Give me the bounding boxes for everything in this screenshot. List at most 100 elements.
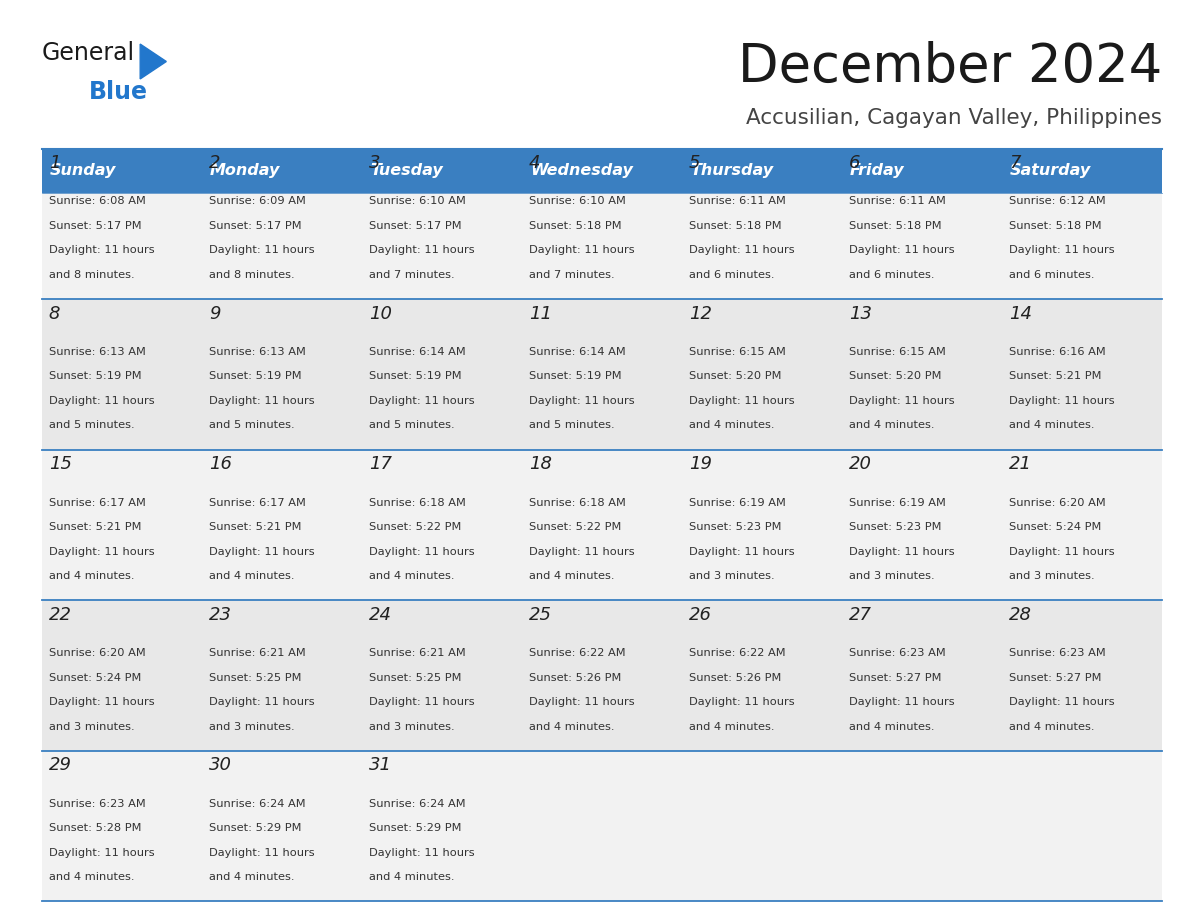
Text: Daylight: 11 hours: Daylight: 11 hours: [689, 245, 795, 255]
Bar: [202, 149, 361, 193]
Text: Sunrise: 6:21 AM: Sunrise: 6:21 AM: [368, 648, 466, 658]
Bar: [522, 450, 682, 600]
Text: Sunset: 5:17 PM: Sunset: 5:17 PM: [49, 221, 141, 231]
Text: Daylight: 11 hours: Daylight: 11 hours: [49, 396, 154, 406]
Bar: [202, 149, 361, 299]
Bar: [42, 600, 202, 751]
Text: Daylight: 11 hours: Daylight: 11 hours: [1009, 396, 1114, 406]
Text: Daylight: 11 hours: Daylight: 11 hours: [849, 245, 954, 255]
Text: Sunrise: 6:13 AM: Sunrise: 6:13 AM: [209, 347, 305, 357]
Text: Daylight: 11 hours: Daylight: 11 hours: [368, 546, 474, 556]
Text: Sunset: 5:19 PM: Sunset: 5:19 PM: [209, 372, 302, 382]
Text: and 4 minutes.: and 4 minutes.: [1009, 420, 1094, 431]
Text: Daylight: 11 hours: Daylight: 11 hours: [368, 847, 474, 857]
Bar: [361, 450, 522, 600]
Text: Daylight: 11 hours: Daylight: 11 hours: [368, 245, 474, 255]
Text: 31: 31: [368, 756, 392, 775]
Text: 26: 26: [689, 606, 712, 624]
Text: and 4 minutes.: and 4 minutes.: [689, 722, 775, 732]
Text: Daylight: 11 hours: Daylight: 11 hours: [209, 396, 315, 406]
Text: 11: 11: [529, 305, 552, 323]
Text: and 3 minutes.: and 3 minutes.: [689, 571, 775, 581]
Text: Sunrise: 6:20 AM: Sunrise: 6:20 AM: [49, 648, 145, 658]
Text: Sunset: 5:23 PM: Sunset: 5:23 PM: [849, 522, 941, 532]
Text: Sunrise: 6:11 AM: Sunrise: 6:11 AM: [849, 196, 946, 207]
Text: Daylight: 11 hours: Daylight: 11 hours: [849, 697, 954, 707]
Text: Sunset: 5:24 PM: Sunset: 5:24 PM: [1009, 522, 1101, 532]
Text: and 3 minutes.: and 3 minutes.: [209, 722, 295, 732]
Text: Sunset: 5:27 PM: Sunset: 5:27 PM: [849, 673, 941, 683]
Text: Sunset: 5:26 PM: Sunset: 5:26 PM: [529, 673, 621, 683]
Bar: [682, 450, 842, 600]
Bar: [202, 299, 361, 450]
Text: 23: 23: [209, 606, 232, 624]
Bar: [842, 751, 1001, 901]
Text: Sunset: 5:29 PM: Sunset: 5:29 PM: [368, 823, 461, 834]
Text: 10: 10: [368, 305, 392, 323]
Text: Sunset: 5:25 PM: Sunset: 5:25 PM: [368, 673, 461, 683]
Text: Sunrise: 6:23 AM: Sunrise: 6:23 AM: [49, 799, 145, 809]
Text: Sunset: 5:28 PM: Sunset: 5:28 PM: [49, 823, 141, 834]
Text: Daylight: 11 hours: Daylight: 11 hours: [689, 396, 795, 406]
Bar: [522, 149, 682, 299]
Text: and 4 minutes.: and 4 minutes.: [209, 571, 295, 581]
Text: 2: 2: [209, 154, 220, 173]
Text: and 5 minutes.: and 5 minutes.: [368, 420, 455, 431]
Text: 19: 19: [689, 455, 712, 474]
Text: Sunset: 5:22 PM: Sunset: 5:22 PM: [529, 522, 621, 532]
Text: Sunrise: 6:15 AM: Sunrise: 6:15 AM: [689, 347, 785, 357]
Text: and 4 minutes.: and 4 minutes.: [689, 420, 775, 431]
Text: Tuesday: Tuesday: [369, 163, 443, 178]
Text: and 7 minutes.: and 7 minutes.: [529, 270, 614, 280]
Bar: [842, 149, 1001, 193]
Text: Sunset: 5:17 PM: Sunset: 5:17 PM: [209, 221, 302, 231]
Text: 21: 21: [1009, 455, 1032, 474]
Text: Daylight: 11 hours: Daylight: 11 hours: [368, 396, 474, 406]
Text: and 4 minutes.: and 4 minutes.: [49, 571, 134, 581]
Text: Sunset: 5:25 PM: Sunset: 5:25 PM: [209, 673, 302, 683]
Bar: [522, 149, 682, 193]
Text: 4: 4: [529, 154, 541, 173]
Text: Wednesday: Wednesday: [530, 163, 633, 178]
Text: Sunrise: 6:19 AM: Sunrise: 6:19 AM: [689, 498, 785, 508]
Bar: [1001, 149, 1162, 299]
Text: Friday: Friday: [851, 163, 905, 178]
Text: 30: 30: [209, 756, 232, 775]
Text: Daylight: 11 hours: Daylight: 11 hours: [529, 396, 634, 406]
Text: Daylight: 11 hours: Daylight: 11 hours: [1009, 546, 1114, 556]
Bar: [361, 751, 522, 901]
Text: Sunset: 5:23 PM: Sunset: 5:23 PM: [689, 522, 782, 532]
Polygon shape: [140, 44, 166, 79]
Text: Daylight: 11 hours: Daylight: 11 hours: [209, 245, 315, 255]
Bar: [202, 751, 361, 901]
Text: and 4 minutes.: and 4 minutes.: [529, 722, 614, 732]
Text: Daylight: 11 hours: Daylight: 11 hours: [49, 546, 154, 556]
Text: Daylight: 11 hours: Daylight: 11 hours: [529, 245, 634, 255]
Bar: [42, 149, 202, 299]
Text: Sunset: 5:29 PM: Sunset: 5:29 PM: [209, 823, 302, 834]
Text: 6: 6: [849, 154, 860, 173]
Text: and 3 minutes.: and 3 minutes.: [368, 722, 455, 732]
Text: Sunset: 5:19 PM: Sunset: 5:19 PM: [529, 372, 621, 382]
Text: and 6 minutes.: and 6 minutes.: [689, 270, 775, 280]
Bar: [842, 450, 1001, 600]
Text: Blue: Blue: [89, 80, 148, 104]
Bar: [1001, 450, 1162, 600]
Text: Sunset: 5:21 PM: Sunset: 5:21 PM: [209, 522, 302, 532]
Text: and 4 minutes.: and 4 minutes.: [368, 571, 454, 581]
Text: Daylight: 11 hours: Daylight: 11 hours: [1009, 245, 1114, 255]
Text: and 6 minutes.: and 6 minutes.: [1009, 270, 1094, 280]
Bar: [42, 299, 202, 450]
Text: Sunrise: 6:20 AM: Sunrise: 6:20 AM: [1009, 498, 1106, 508]
Text: December 2024: December 2024: [738, 41, 1162, 94]
Text: 8: 8: [49, 305, 61, 323]
Text: Sunrise: 6:10 AM: Sunrise: 6:10 AM: [529, 196, 626, 207]
Text: and 4 minutes.: and 4 minutes.: [849, 722, 935, 732]
Bar: [842, 299, 1001, 450]
Bar: [682, 149, 842, 193]
Text: Sunrise: 6:21 AM: Sunrise: 6:21 AM: [209, 648, 305, 658]
Text: Sunset: 5:18 PM: Sunset: 5:18 PM: [1009, 221, 1101, 231]
Text: Sunrise: 6:19 AM: Sunrise: 6:19 AM: [849, 498, 946, 508]
Text: Sunrise: 6:24 AM: Sunrise: 6:24 AM: [209, 799, 305, 809]
Bar: [842, 600, 1001, 751]
